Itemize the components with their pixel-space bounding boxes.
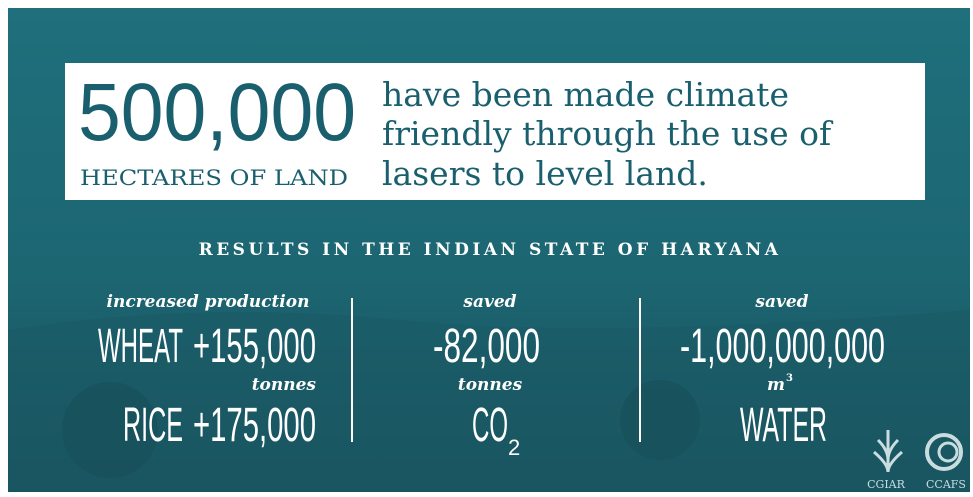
- item-value: +175,000: [193, 399, 316, 452]
- logo-label: CCAFS: [926, 478, 966, 491]
- label: CO: [472, 399, 508, 452]
- value: -1,000,000,000: [680, 320, 885, 373]
- infographic: 500,000 HECTARES OF LAND have been made …: [0, 0, 973, 497]
- statement-line: have been made climate: [382, 75, 789, 114]
- figure-unit: HECTARES OF LAND: [80, 166, 348, 190]
- unit: m: [767, 375, 785, 395]
- label-subscript: 2: [508, 435, 520, 460]
- page: 500,000 HECTARES OF LAND have been made …: [0, 0, 973, 497]
- item-label: WHEAT: [98, 320, 183, 373]
- unit-superscript: 3: [786, 373, 793, 384]
- subtitle: RESULTS IN THE INDIAN STATE OF HARYANA: [199, 240, 782, 260]
- caption: saved: [462, 292, 516, 312]
- statement-line: friendly through the use of: [382, 114, 834, 153]
- caption: saved: [754, 292, 808, 312]
- label: WATER: [740, 399, 827, 452]
- tractor-wheel: [620, 380, 700, 460]
- figure: 500,000: [78, 67, 356, 158]
- item-value: +155,000: [193, 320, 316, 373]
- logo-label: CGIAR: [867, 478, 905, 491]
- item-label: RICE: [123, 399, 183, 452]
- value: -82,000: [433, 320, 540, 373]
- statement-line: lasers to level land.: [382, 154, 708, 193]
- unit: tonnes: [252, 375, 317, 395]
- caption: increased production: [107, 292, 310, 312]
- unit: tonnes: [458, 375, 523, 395]
